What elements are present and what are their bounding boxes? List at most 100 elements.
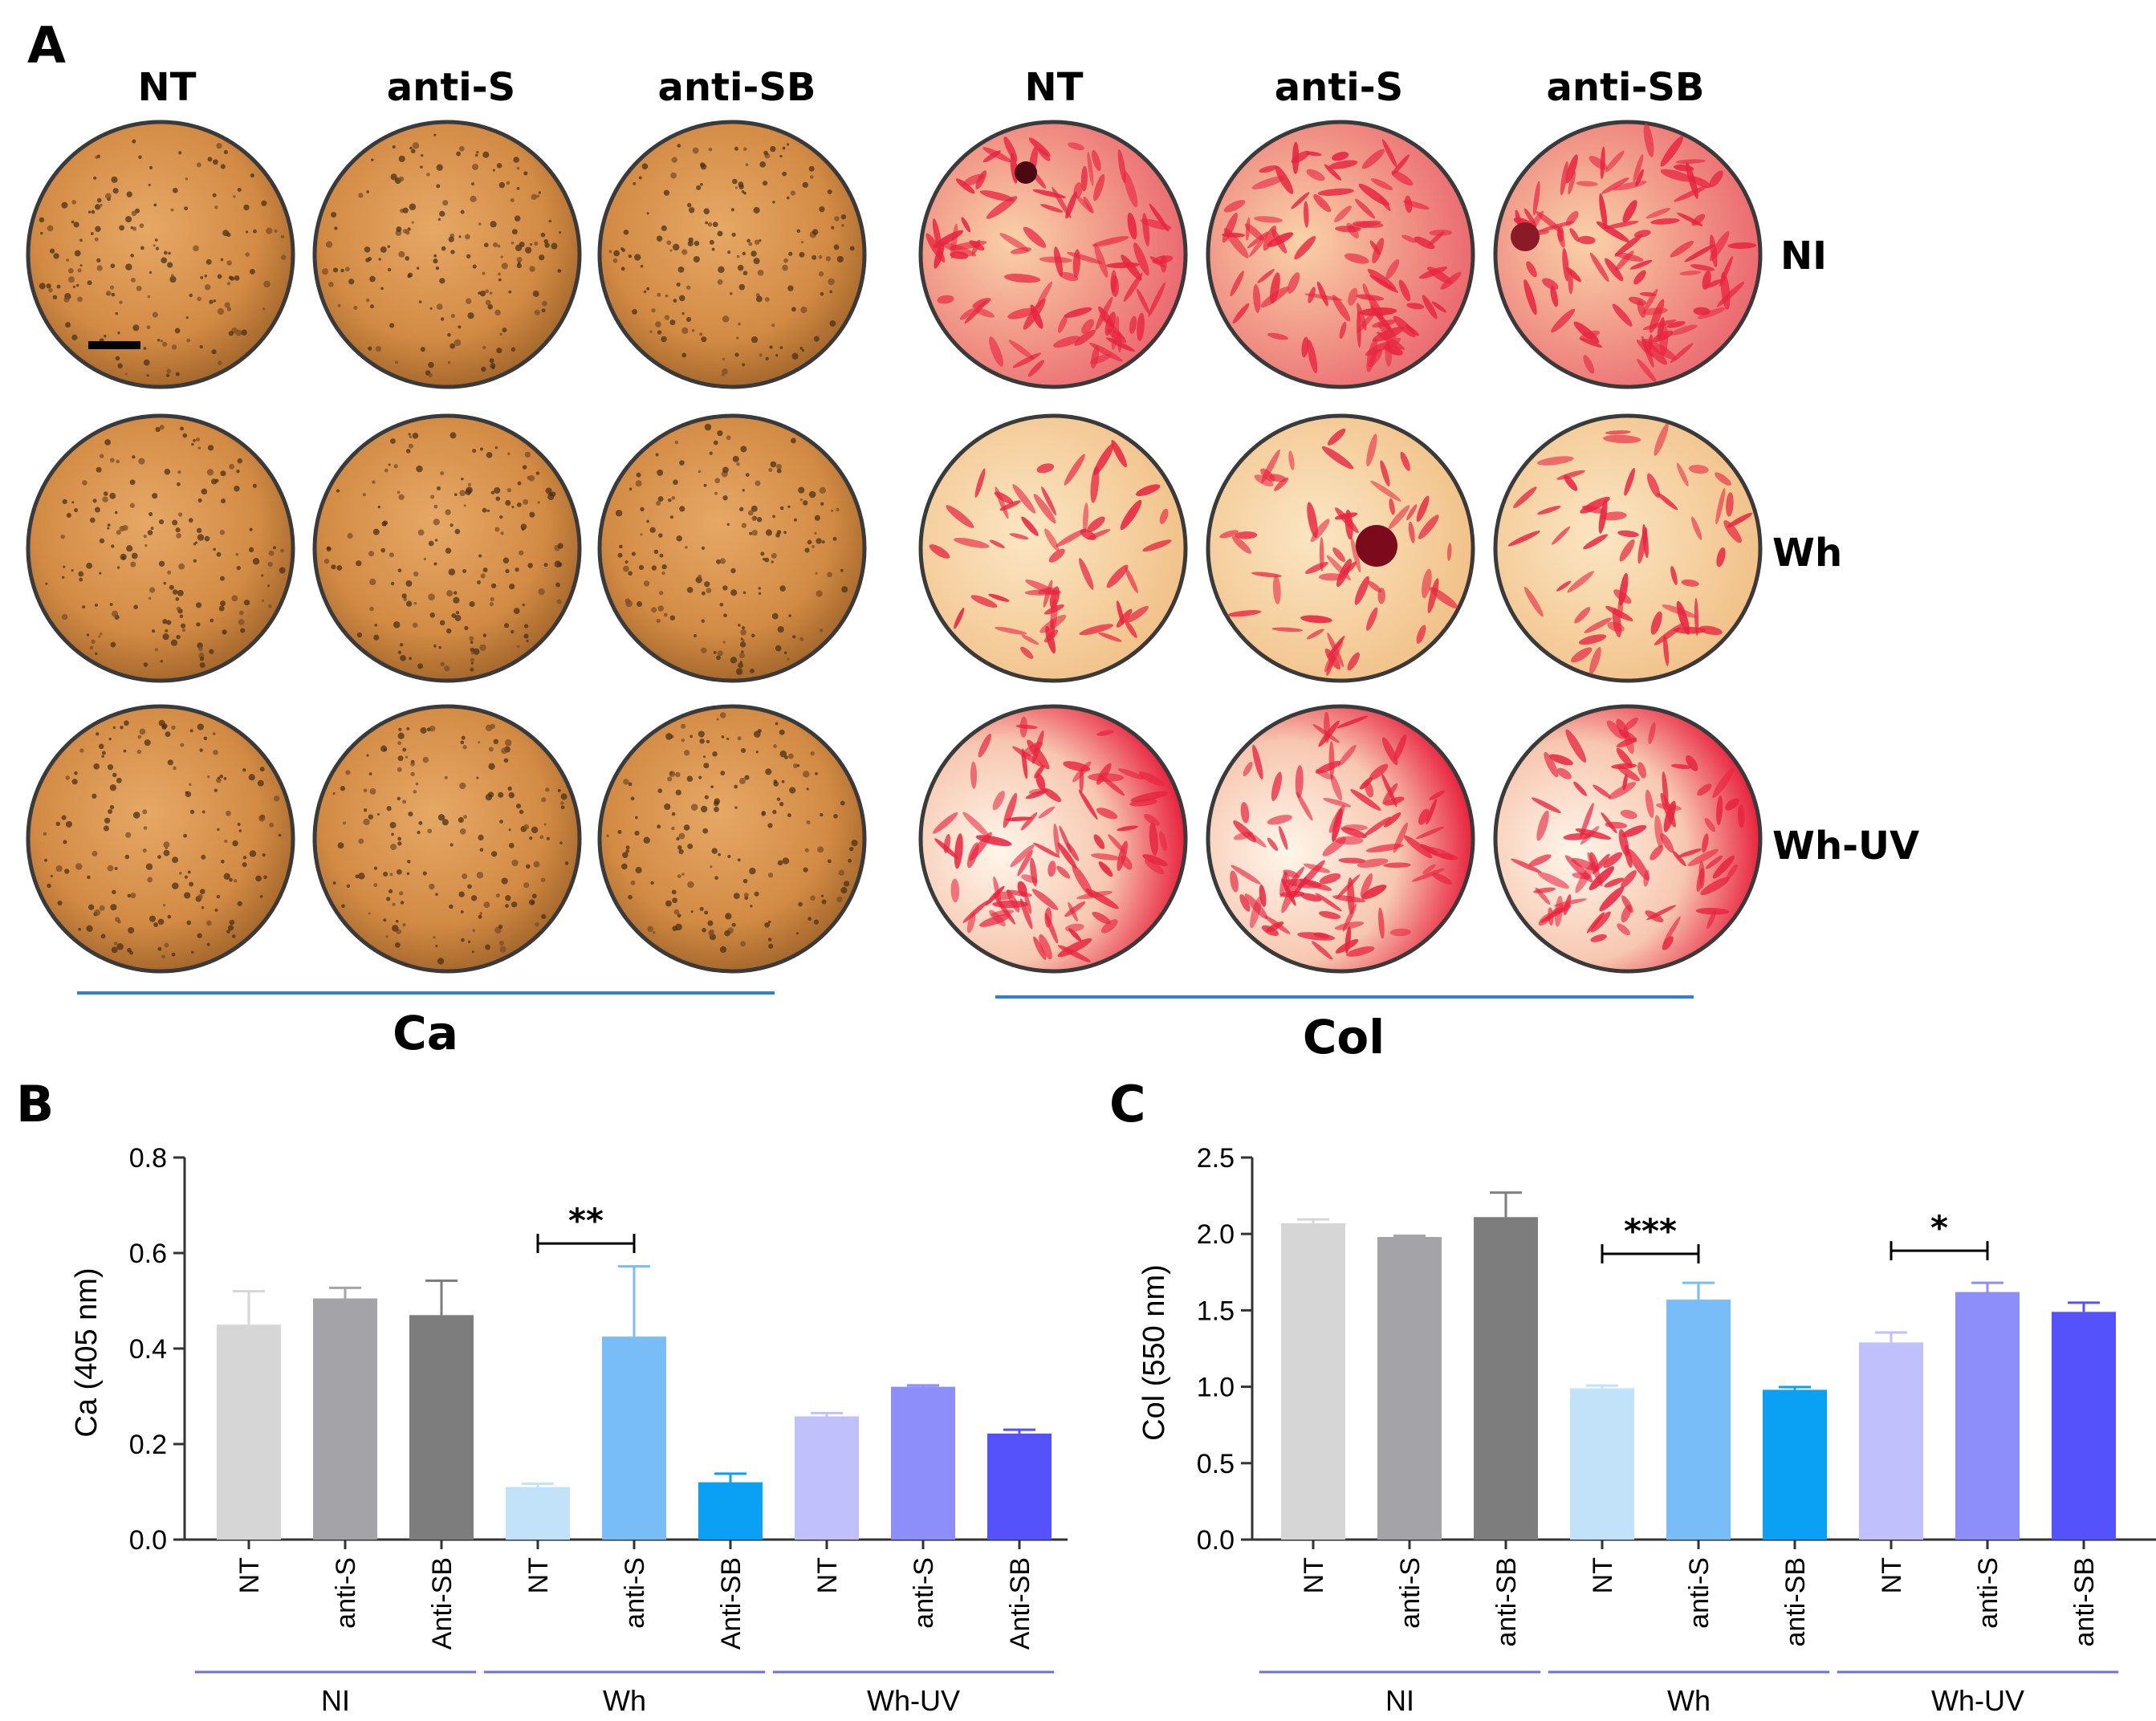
calcium-deposit xyxy=(751,250,757,257)
calcium-deposit xyxy=(160,340,164,343)
ca-well-wh-uv-anti-sb xyxy=(597,704,867,974)
calcium-deposit xyxy=(653,549,659,555)
collagen-fiber xyxy=(1123,272,1143,302)
collagen-fiber xyxy=(1366,433,1377,467)
collagen-fiber xyxy=(1686,755,1698,771)
calcium-deposit xyxy=(731,922,736,927)
collagen-fiber xyxy=(1012,352,1041,368)
calcium-deposit xyxy=(658,590,664,596)
calcium-deposit xyxy=(482,633,487,637)
calcium-deposit xyxy=(189,809,195,815)
collagen-fiber xyxy=(1068,928,1082,942)
calcium-deposit xyxy=(819,206,825,213)
calcium-deposit xyxy=(165,731,171,738)
calcium-deposit xyxy=(189,783,192,787)
collagen-fiber xyxy=(1418,808,1430,825)
calcium-deposit xyxy=(268,604,272,608)
collagen-fiber xyxy=(1003,274,1041,283)
calcium-deposit xyxy=(184,875,188,879)
calcium-deposit xyxy=(814,531,817,535)
calcium-deposit xyxy=(380,547,386,553)
collagen-fiber xyxy=(955,178,975,194)
collagen-fiber xyxy=(1727,512,1753,528)
calcium-deposit xyxy=(643,580,650,587)
collagen-fiber xyxy=(1623,717,1639,730)
calcium-deposit xyxy=(159,425,165,430)
calcium-deposit xyxy=(167,759,173,766)
calcium-deposit xyxy=(782,146,786,150)
calcium-deposit xyxy=(104,439,112,446)
collagen-fiber xyxy=(1650,218,1680,225)
collagen-fiber xyxy=(1536,211,1564,234)
calcium-deposit xyxy=(412,433,419,439)
calcium-deposit xyxy=(731,232,736,237)
calcium-deposit xyxy=(193,245,199,252)
collagen-fiber xyxy=(1697,307,1726,319)
collagen-fiber xyxy=(982,147,1011,162)
calcium-deposit xyxy=(426,173,430,177)
calcium-deposit xyxy=(237,901,242,906)
calcium-deposit xyxy=(678,295,685,302)
calcium-deposit xyxy=(663,612,668,617)
calcium-deposit xyxy=(623,565,629,572)
calcium-deposit xyxy=(628,894,633,900)
calcium-deposit xyxy=(506,487,512,493)
collagen-fiber xyxy=(966,912,976,934)
calcium-deposit xyxy=(836,507,840,512)
calcium-deposit xyxy=(636,472,641,478)
calcium-deposit xyxy=(39,283,46,290)
collagen-fiber xyxy=(1687,848,1719,867)
calcium-deposit xyxy=(120,726,124,730)
collagen-fiber xyxy=(1672,850,1686,867)
calcium-deposit xyxy=(725,913,732,920)
collagen-fiber xyxy=(1380,460,1390,487)
col-well-ni-anti-s xyxy=(1206,120,1475,389)
calcium-deposit xyxy=(439,278,445,284)
collagen-fiber xyxy=(1301,336,1309,358)
collagen-fiber xyxy=(979,913,1011,927)
x-tick-label: Anti-SB xyxy=(716,1557,746,1650)
collagen-fiber xyxy=(1603,852,1623,869)
calcium-deposit xyxy=(79,264,83,267)
calcium-deposit xyxy=(397,732,405,739)
calcium-deposit xyxy=(657,496,664,502)
calcium-deposit xyxy=(478,914,482,919)
calcium-deposit xyxy=(236,565,241,571)
calcium-deposit xyxy=(369,275,376,283)
calcium-deposit xyxy=(164,468,171,475)
collagen-fiber xyxy=(1565,729,1587,763)
bar xyxy=(795,1416,859,1540)
y-tick-label: 0.5 xyxy=(1197,1449,1235,1479)
collagen-fiber xyxy=(1036,463,1055,474)
collagen-fiber xyxy=(1709,230,1730,262)
collagen-fiber xyxy=(1580,496,1610,514)
calcium-deposit xyxy=(196,622,201,627)
collagen-fiber xyxy=(1403,835,1433,859)
calcium-deposit xyxy=(228,331,234,336)
collagen-fiber xyxy=(1047,860,1056,877)
calcium-deposit xyxy=(45,582,48,585)
collagen-fiber xyxy=(1369,763,1389,780)
calcium-deposit xyxy=(739,507,744,511)
calcium-deposit xyxy=(471,950,474,954)
collagen-fiber xyxy=(1556,767,1572,779)
calcium-deposit xyxy=(632,308,637,315)
collagen-fiber xyxy=(1306,629,1324,640)
calcium-deposit xyxy=(664,803,671,811)
col-well-wh-uv-anti-sb xyxy=(1493,704,1763,974)
collagen-fiber xyxy=(1712,767,1735,799)
ca-well-ni-nt xyxy=(26,120,295,389)
calcium-deposit xyxy=(113,942,118,946)
calcium-deposit xyxy=(207,445,214,451)
well-disc xyxy=(26,704,295,974)
collagen-fiber xyxy=(1129,799,1158,807)
calcium-deposit xyxy=(535,471,540,475)
calcium-deposit xyxy=(218,605,225,612)
calcium-deposit xyxy=(779,801,784,807)
collagen-fiber xyxy=(959,308,974,320)
calcium-deposit xyxy=(670,172,677,179)
calcium-deposit xyxy=(362,493,366,497)
calcium-deposit xyxy=(423,557,427,561)
calcium-deposit xyxy=(535,922,539,927)
calcium-deposit xyxy=(263,875,267,880)
